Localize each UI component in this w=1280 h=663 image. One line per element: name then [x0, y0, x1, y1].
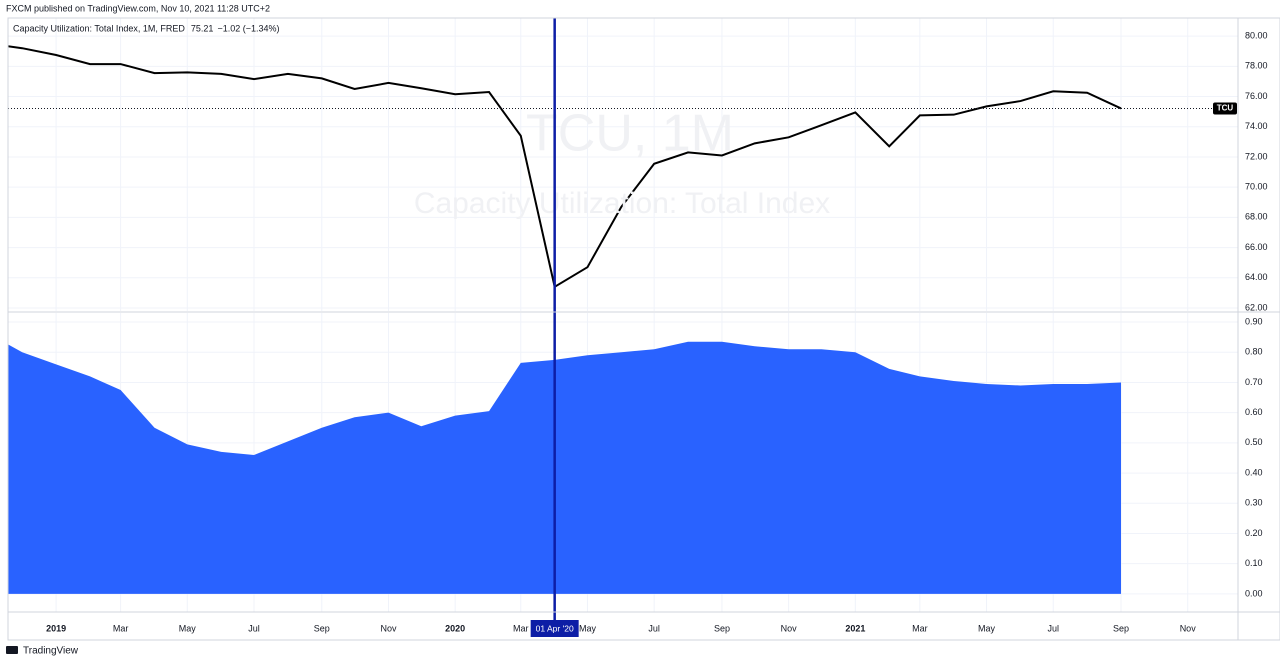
y-tick-label: 76.00 [1245, 91, 1268, 101]
x-tick-label: Mar [912, 623, 928, 633]
y-tick-label: 78.00 [1245, 61, 1268, 71]
y-tick-label: 66.00 [1245, 242, 1268, 252]
x-tick-label: May [579, 623, 597, 633]
x-tick-label: Mar [113, 623, 129, 633]
footer: TradingView [23, 646, 79, 657]
y-tick-label: 64.00 [1245, 272, 1268, 282]
watermark: Capacity Utilization: Total Index [414, 187, 830, 220]
y-tick-label: 0.00 [1245, 588, 1263, 598]
x-tick-label: 2021 [845, 623, 865, 633]
legend-change: −1.02 (−1.34%) [217, 23, 279, 33]
x-tick-label: May [978, 623, 996, 633]
watermark: TCU, 1M [526, 105, 734, 163]
pane [8, 18, 1238, 311]
y-tick-label: 80.00 [1245, 30, 1268, 40]
footer-logo: TradingView [6, 646, 79, 657]
y-tick-label: 68.00 [1245, 212, 1268, 222]
x-tick-label: Sep [314, 623, 330, 633]
header: FXCM published on TradingView.com, Nov 1… [6, 3, 270, 13]
y-tick-label: 0.90 [1245, 316, 1263, 326]
y-tick-label: 74.00 [1245, 121, 1268, 131]
x-tick-label: Sep [714, 623, 730, 633]
x-tick-label: May [179, 623, 197, 633]
y-tick-label: 0.80 [1245, 347, 1263, 357]
x-tick-label: Mar [513, 623, 529, 633]
x-tick-label: Nov [1180, 623, 1197, 633]
y-tick-label: 0.60 [1245, 407, 1263, 417]
x-tick-label: Nov [781, 623, 798, 633]
x-tick-label: Jul [248, 623, 260, 633]
x-tick-label: Sep [1113, 623, 1129, 633]
x-tick-label: Jul [1047, 623, 1059, 633]
legend-value: 75.21 [191, 23, 214, 33]
x-tick-label: 2019 [46, 623, 66, 633]
y-tick-label: 0.70 [1245, 377, 1263, 387]
x-tick-label: 2020 [445, 623, 465, 633]
panes: 62.00 64.00 66.00 68.00 70.00 72.00 74.00 76.00… [8, 18, 1268, 637]
y-tick-label: 70.00 [1245, 182, 1268, 192]
frame [7, 17, 1280, 641]
x-tick-label: Nov [380, 623, 397, 633]
y-tick-label: 72.00 [1245, 151, 1268, 161]
y-tick-label: 0.50 [1245, 437, 1263, 447]
price-label-box [1213, 102, 1237, 115]
legend-title: Capacity Utilization: Total Index, 1M, F… [13, 23, 185, 33]
x-tick-label: Jul [648, 623, 660, 633]
area-series [8, 341, 1122, 594]
crosshair-label-box [530, 620, 579, 637]
y-tick-label: 0.30 [1245, 498, 1263, 508]
crosshair-label: 01 Apr '20 [536, 623, 574, 633]
y-tick-label: 0.40 [1245, 467, 1263, 477]
y-tick-label: 62.00 [1245, 302, 1268, 312]
pane [8, 313, 1238, 612]
price-label: TCU [1217, 104, 1234, 113]
y-tick-label: 0.20 [1245, 528, 1263, 538]
y-tick-label: 0.10 [1245, 558, 1263, 568]
